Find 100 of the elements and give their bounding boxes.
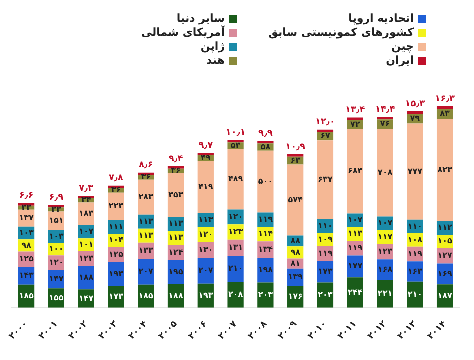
data-label: ۱۳۱	[228, 243, 244, 252]
data-label: ۱۸۵	[138, 291, 154, 300]
data-label: ۱۹۳	[198, 290, 214, 300]
data-label: ۳۳	[22, 202, 32, 212]
data-label: ۱۸۸	[78, 273, 94, 282]
data-label: ۱۰۸	[408, 235, 423, 244]
data-label: ۸۱	[290, 258, 300, 268]
legend-label: سایر دنیا	[176, 12, 225, 25]
data-label: ۱۳۹	[288, 272, 304, 282]
data-label: ۱۹۸	[258, 266, 274, 275]
x-tick-label: ۲۰۱۱	[336, 319, 360, 342]
data-label: ۱۲۵	[108, 250, 124, 259]
data-label: ۱۷۳	[108, 292, 124, 302]
data-label: ۱۱۳	[138, 230, 154, 240]
bar	[436, 106, 454, 110]
data-label: ۳۵۳	[168, 190, 184, 200]
data-label: ۵۸	[260, 142, 271, 152]
bar	[377, 260, 394, 280]
bar	[347, 129, 364, 214]
data-label: ۶۳۷	[318, 175, 333, 184]
data-label: ۹۸	[22, 240, 32, 250]
data-label: ۵۷۴	[288, 195, 304, 204]
data-label: ۱۷۶	[288, 292, 304, 302]
x-tick-label: ۲۰۰۴	[127, 319, 150, 342]
bar	[377, 129, 394, 217]
total-label: ۸٫۶	[138, 160, 154, 171]
data-label: ۳۶	[141, 172, 152, 182]
data-label: ۱۹۳	[108, 270, 124, 279]
data-label: ۱۳۰	[198, 245, 214, 254]
x-tick-label: ۲۰۰۸	[246, 319, 270, 342]
data-label: ۹۸	[290, 248, 301, 257]
data-label: ۱۶۸	[378, 265, 393, 274]
data-label: ۱۱۰	[318, 221, 333, 230]
data-label: ۲۰۳	[318, 290, 333, 300]
bar	[288, 164, 304, 236]
legend-label: کشورهای کمونیستی سابق	[268, 26, 414, 39]
legend-label: ژاپن	[200, 40, 225, 53]
bar	[228, 140, 244, 143]
x-tick-label: ۲۰۰۹	[276, 319, 300, 342]
data-label: ۴۸۹	[228, 174, 244, 184]
total-label: ۱۴٫۴	[375, 105, 396, 116]
data-label: ۲۸۳	[138, 192, 154, 202]
data-label: ۱۱۹	[348, 243, 363, 252]
bar	[258, 150, 274, 213]
x-tick-label: ۲۰۰۵	[157, 319, 180, 342]
data-label: ۲۰۷	[198, 266, 214, 276]
data-label: ۱۱۱	[108, 222, 124, 232]
bar	[168, 173, 184, 218]
data-label: ۶۸۳	[348, 166, 363, 176]
total-label: ۶٫۶	[19, 191, 34, 202]
legend-label: اتحادیه اروپا	[348, 12, 414, 25]
data-label: ۱۸۷	[438, 291, 452, 300]
data-label: ۷۰۸	[378, 168, 393, 177]
data-label: ۱۷۳	[318, 267, 333, 276]
data-label: ۱۲۵	[19, 254, 34, 264]
bar	[258, 258, 274, 283]
data-label: ۶۷	[320, 132, 330, 141]
data-label: ۱۱۳	[138, 216, 154, 226]
data-label: ۵۳	[230, 141, 241, 150]
data-label: ۱۴۷	[49, 274, 64, 284]
total-label: ۹٫۹	[258, 129, 274, 140]
bar	[198, 242, 214, 258]
data-label: ۱۰۷	[378, 218, 393, 228]
data-label: ۱۵۵	[49, 293, 64, 302]
legend-label: آمریکای شمالی	[141, 26, 225, 39]
data-label: ۱۰۰	[49, 244, 64, 254]
bar	[228, 256, 244, 282]
data-label: ۳۶	[171, 166, 182, 176]
bar	[377, 117, 394, 120]
bar	[138, 180, 154, 215]
total-label: ۱۳٫۴	[345, 106, 366, 116]
data-label: ۲۰۸	[228, 290, 244, 300]
data-label: ۱۰۱	[78, 240, 94, 249]
data-label: ۱۱۰	[408, 222, 422, 231]
x-tick-label: ۲۰۰۷	[216, 319, 240, 342]
bar	[228, 149, 244, 210]
total-label: ۶٫۹	[49, 193, 64, 204]
legend-label: هند	[206, 54, 225, 67]
bar	[288, 154, 304, 157]
data-label: ۱۲۳	[378, 247, 393, 256]
data-label: ۱۱۴	[258, 230, 274, 239]
data-label: ۱۲۳	[78, 254, 94, 263]
data-label: ۱۳۷	[19, 213, 34, 222]
data-label: ۲۱۰	[228, 264, 244, 274]
bar	[198, 152, 214, 156]
data-label: ۱۶۳	[408, 266, 423, 276]
data-label: ۲۰۳	[258, 290, 274, 300]
data-label: ۱۱۲	[438, 223, 452, 232]
data-label: ۱۸۸	[168, 291, 184, 300]
data-label: ۱۲۳	[228, 227, 244, 236]
total-label: ۷٫۳	[79, 184, 94, 194]
data-label: ۱۴۳	[19, 271, 34, 280]
total-label: ۹٫۷	[198, 140, 214, 151]
data-label: ۶۳	[290, 156, 301, 165]
data-label: ۱۱۳	[348, 229, 363, 238]
total-label: ۱۲٫۰	[316, 118, 336, 128]
data-label: ۲۰۷	[138, 267, 154, 276]
bar	[198, 258, 214, 284]
bar	[407, 282, 424, 308]
x-tick-label: ۲۰۱۰	[306, 319, 330, 342]
